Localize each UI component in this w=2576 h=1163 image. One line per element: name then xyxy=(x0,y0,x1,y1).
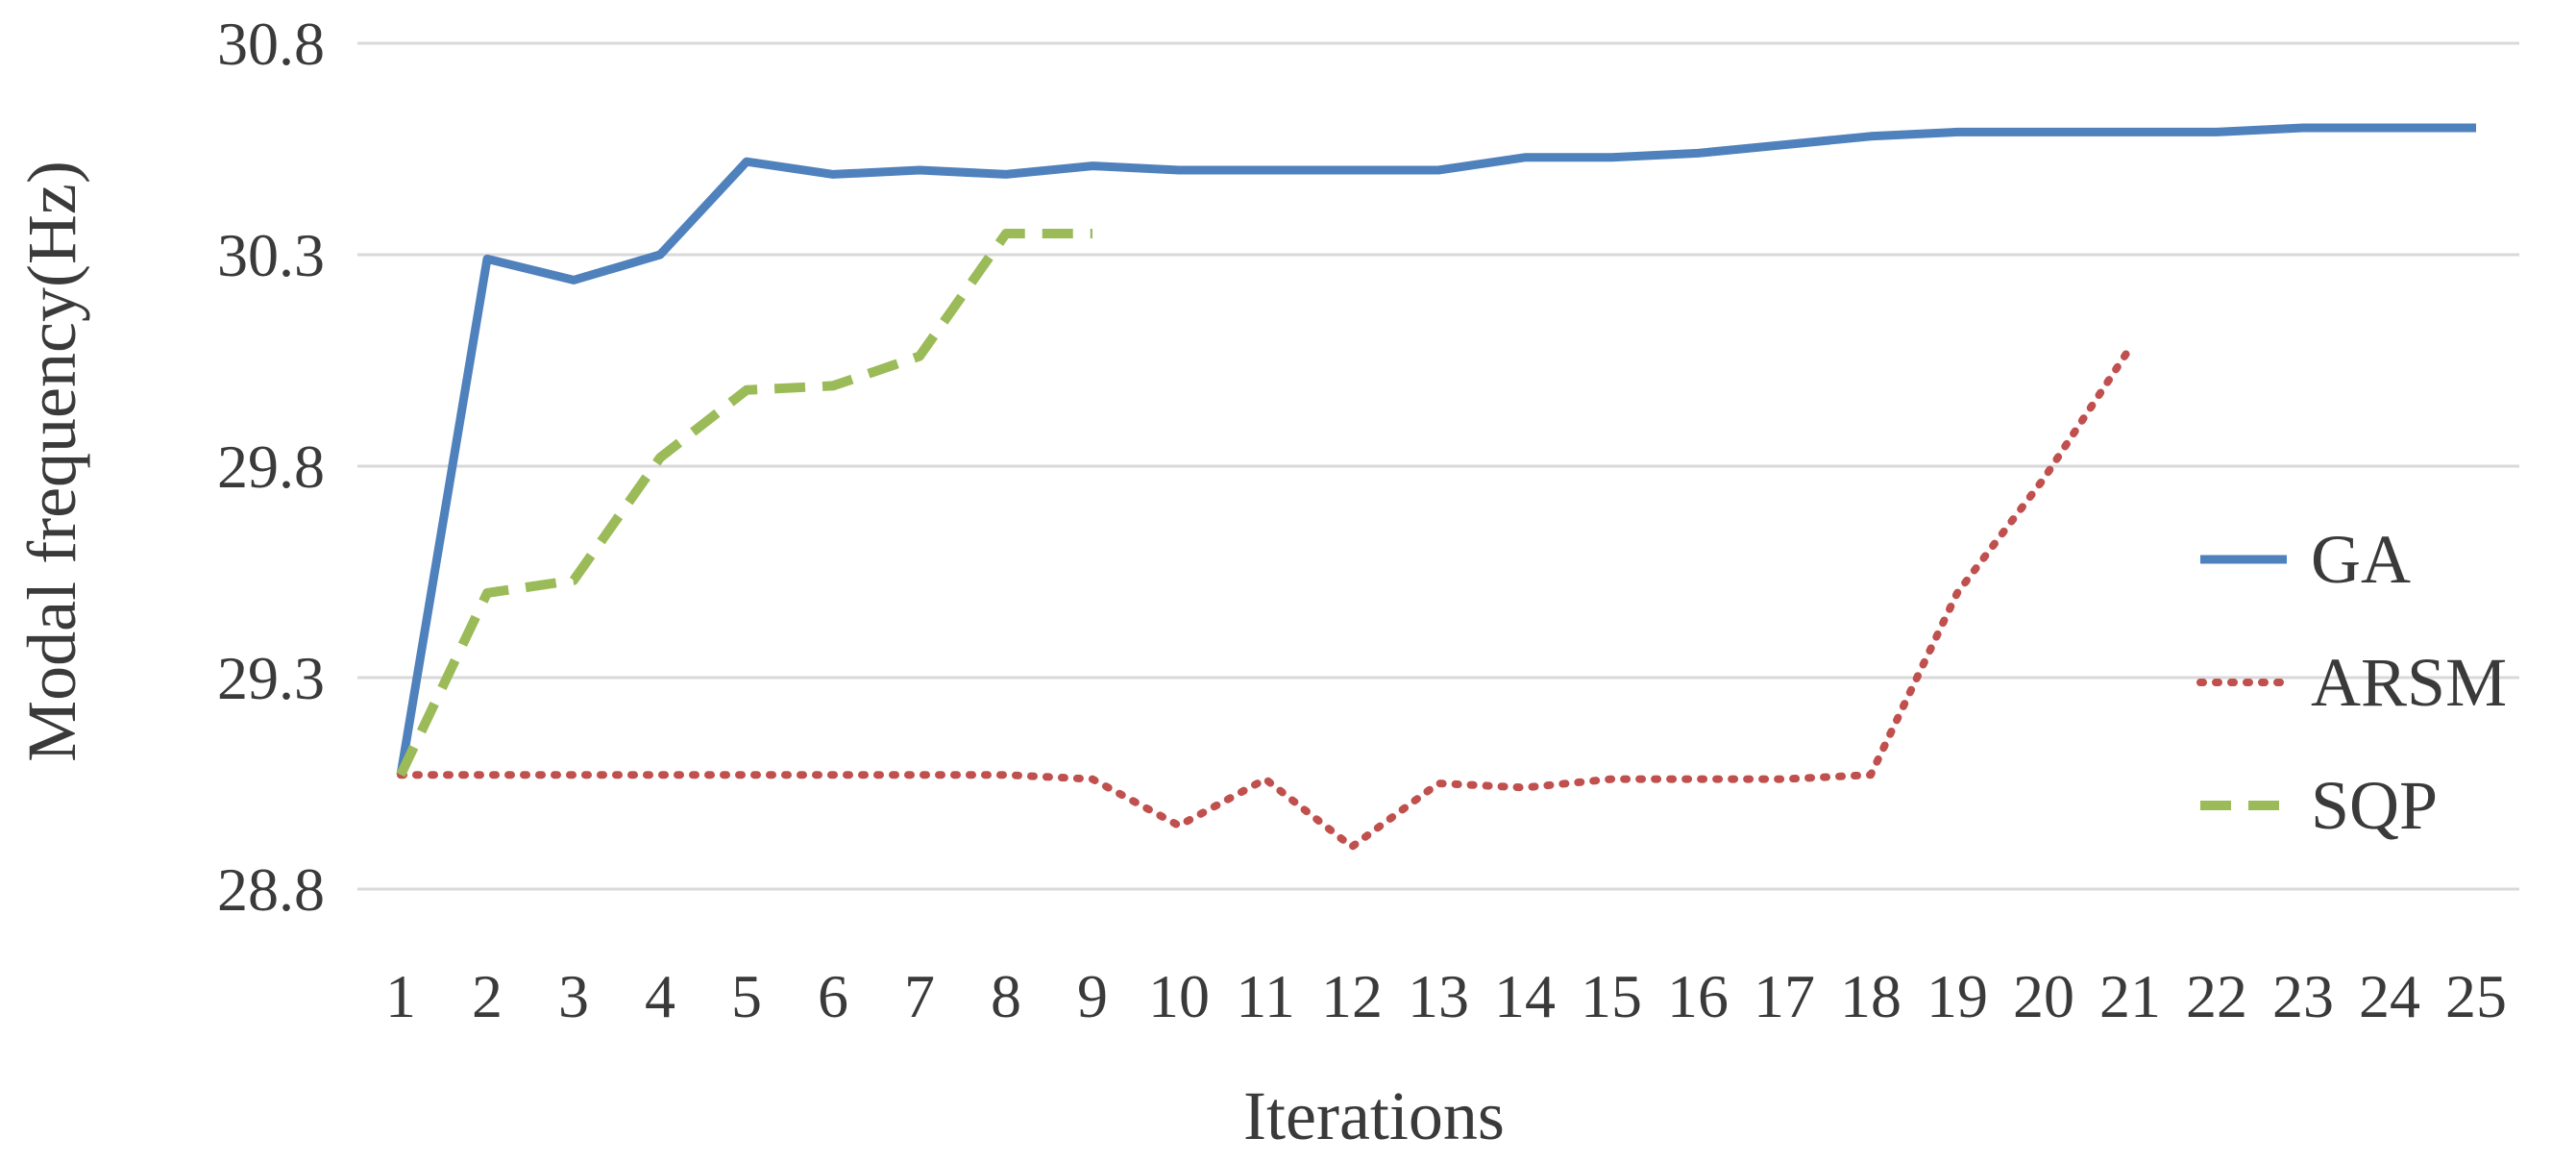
x-tick-label: 10 xyxy=(1148,962,1210,1030)
legend-label-sqp: SQP xyxy=(2311,767,2438,844)
legend: GA ARSM SQP xyxy=(2196,521,2507,844)
x-tick-label: 15 xyxy=(1581,962,1642,1030)
x-tick-label: 8 xyxy=(991,962,1021,1030)
x-tick-label: 11 xyxy=(1236,962,1295,1030)
y-tick-label: 30.8 xyxy=(217,10,325,78)
x-tick-label: 21 xyxy=(2099,962,2161,1030)
series-line-sqp xyxy=(396,229,1092,778)
y-tick-label: 28.8 xyxy=(217,855,325,924)
x-tick-label: 9 xyxy=(1077,962,1108,1030)
x-tick-label: 25 xyxy=(2445,962,2507,1030)
x-tick-label: 13 xyxy=(1408,962,1469,1030)
series-lines xyxy=(396,123,2476,851)
y-tick-label: 29.3 xyxy=(217,644,325,712)
legend-label-ga: GA xyxy=(2311,521,2411,598)
y-tick-label: 29.8 xyxy=(217,433,325,501)
x-tick-label: 14 xyxy=(1494,962,1556,1030)
x-tick-label: 12 xyxy=(1321,962,1383,1030)
y-tick-label: 30.3 xyxy=(217,221,325,289)
x-tick-label: 16 xyxy=(1667,962,1729,1030)
x-tick-label: 1 xyxy=(385,962,416,1030)
x-tick-label: 3 xyxy=(558,962,589,1030)
legend-label-arsm: ARSM xyxy=(2311,644,2507,721)
series-line-arsm xyxy=(397,343,2134,851)
x-tick-label: 22 xyxy=(2186,962,2247,1030)
x-axis-title: Iterations xyxy=(1243,1077,1505,1154)
x-tick-label: 20 xyxy=(2013,962,2074,1030)
x-tick-label: 17 xyxy=(1754,962,1815,1030)
gridlines xyxy=(357,41,2519,891)
x-tick-label: 5 xyxy=(731,962,762,1030)
series-line-ga xyxy=(396,123,2476,776)
x-tick-label: 2 xyxy=(472,962,503,1030)
x-tick-label: 6 xyxy=(818,962,848,1030)
x-tick-label: 4 xyxy=(645,962,675,1030)
x-tick-label: 24 xyxy=(2359,962,2420,1030)
y-axis-title: Modal frequency(Hz) xyxy=(13,161,90,762)
x-tick-label: 7 xyxy=(904,962,935,1030)
x-tick-label: 18 xyxy=(1840,962,1901,1030)
y-axis-ticks: 30.8 30.3 29.8 29.3 28.8 xyxy=(217,10,325,924)
x-axis-ticks: 1 2 3 4 5 6 7 8 9 10 11 12 13 14 15 16 17 18 19 20 21 22 23 24 2… xyxy=(385,962,2507,1030)
x-tick-label: 23 xyxy=(2272,962,2334,1030)
x-tick-label: 19 xyxy=(1926,962,1988,1030)
